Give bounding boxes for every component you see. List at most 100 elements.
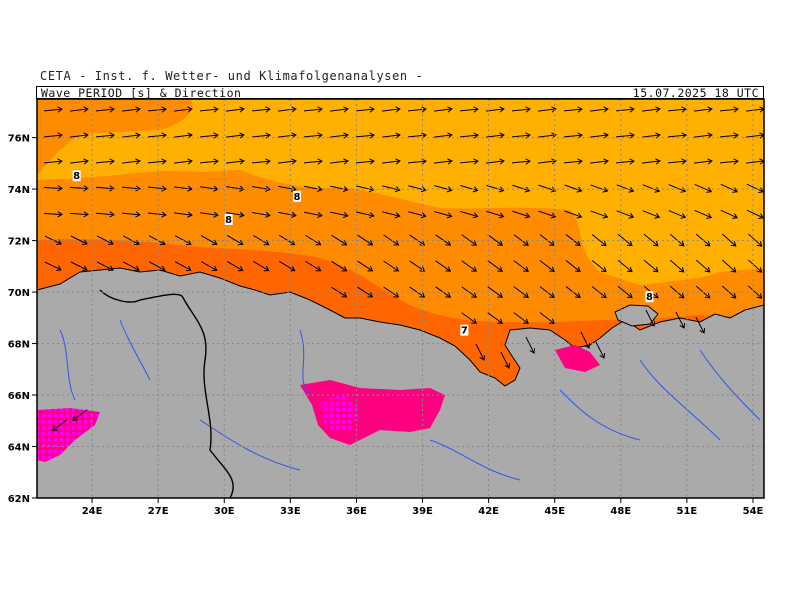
gulf-of-bothnia	[37, 408, 100, 462]
direction-arrow	[279, 234, 296, 246]
direction-arrow	[486, 132, 505, 139]
lat-tick-label: 74N	[8, 185, 30, 196]
direction-arrow	[356, 211, 375, 219]
direction-arrow	[357, 260, 374, 272]
direction-arrow	[434, 211, 453, 219]
lat-tick-label: 64N	[8, 443, 30, 454]
direction-arrow	[409, 260, 426, 272]
direction-arrow	[174, 132, 193, 139]
direction-arrow	[147, 211, 167, 218]
direction-arrow	[96, 261, 114, 272]
direction-arrow	[278, 106, 297, 113]
direction-arrow	[434, 106, 453, 113]
direction-arrow	[719, 132, 739, 139]
direction-arrow	[434, 158, 453, 165]
direction-arrow	[174, 158, 193, 165]
direction-arrow	[330, 211, 349, 219]
direction-arrow	[148, 235, 166, 246]
direction-arrow	[252, 211, 271, 218]
direction-arrow	[564, 184, 583, 193]
direction-arrow	[147, 106, 167, 113]
direction-arrow	[383, 234, 400, 246]
lon-tick-label: 36E	[346, 506, 367, 517]
direction-arrow	[252, 185, 271, 192]
white-sea-short-period	[320, 395, 360, 432]
direction-arrow	[512, 210, 531, 219]
direction-arrow	[642, 158, 661, 165]
direction-arrow	[382, 106, 401, 113]
direction-arrow	[617, 285, 633, 299]
direction-arrow	[355, 132, 375, 139]
direction-arrow	[642, 132, 661, 139]
direction-arrow	[591, 233, 607, 247]
contour-label: 8	[225, 215, 232, 226]
direction-arrow	[539, 260, 555, 273]
direction-arrow	[669, 259, 685, 273]
direction-arrow	[409, 234, 426, 246]
direction-arrow	[590, 106, 609, 113]
direction-arrow	[721, 259, 737, 273]
direction-arrow	[253, 260, 270, 272]
direction-arrow	[615, 106, 635, 113]
direction-arrow	[200, 235, 218, 246]
direction-arrow	[695, 233, 711, 247]
direction-arrow	[70, 106, 89, 113]
direction-arrow	[645, 309, 656, 327]
contour-label-bg	[645, 291, 654, 303]
direction-arrow	[44, 261, 62, 271]
direction-arrow	[617, 233, 633, 247]
direction-arrow	[694, 158, 713, 165]
direction-arrow	[720, 183, 739, 193]
direction-arrow	[719, 106, 739, 113]
direction-arrow	[279, 260, 296, 272]
direction-arrow	[200, 211, 219, 218]
direction-arrow	[95, 211, 115, 218]
forecast-datetime: 15.07.2025 18 UTC	[632, 86, 759, 100]
direction-arrow	[382, 185, 401, 193]
direction-arrow	[355, 106, 375, 113]
direction-arrow	[174, 211, 193, 218]
direction-arrow	[487, 286, 504, 298]
lon-tick-label: 45E	[544, 506, 565, 517]
direction-arrow	[226, 132, 245, 139]
direction-arrow	[459, 106, 479, 113]
lon-tick-label: 24E	[82, 506, 103, 517]
direction-arrow	[95, 132, 115, 139]
direction-arrow	[486, 158, 505, 165]
direction-arrow	[251, 158, 271, 165]
direction-arrow	[148, 261, 166, 272]
direction-arrow	[486, 210, 505, 219]
direction-arrow	[616, 184, 635, 193]
direction-arrow	[199, 132, 219, 139]
direction-arrow	[330, 106, 349, 113]
direction-arrow	[278, 158, 297, 165]
direction-arrow	[199, 106, 219, 113]
direction-arrow	[721, 233, 737, 247]
direction-arrow	[590, 158, 609, 165]
direction-arrow	[538, 106, 557, 113]
contour-label: 8	[73, 171, 80, 182]
direction-arrow	[564, 210, 583, 219]
lat-tick-label: 62N	[8, 494, 30, 505]
direction-arrow	[563, 106, 583, 113]
direction-arrow	[70, 235, 88, 246]
direction-arrow	[459, 158, 479, 165]
lon-tick-label: 39E	[412, 506, 433, 517]
direction-arrow	[122, 132, 141, 139]
direction-arrow	[487, 312, 504, 324]
contour-label-bg	[460, 324, 469, 336]
direction-arrow	[590, 210, 609, 219]
direction-arrow	[174, 261, 192, 272]
direction-arrow	[511, 106, 531, 113]
direction-arrow	[226, 211, 245, 218]
direction-arrow	[513, 260, 529, 272]
direction-arrow	[330, 132, 349, 139]
direction-arrow	[69, 211, 89, 218]
direction-arrow	[174, 106, 193, 113]
institute-header: CETA - Inst. f. Wetter- und Klimafolgena…	[40, 69, 424, 83]
direction-arrow	[461, 260, 478, 272]
map-frame	[36, 98, 765, 499]
lon-tick-label: 51E	[677, 506, 698, 517]
direction-arrow	[435, 234, 452, 246]
lat-tick-label: 70N	[8, 288, 30, 299]
